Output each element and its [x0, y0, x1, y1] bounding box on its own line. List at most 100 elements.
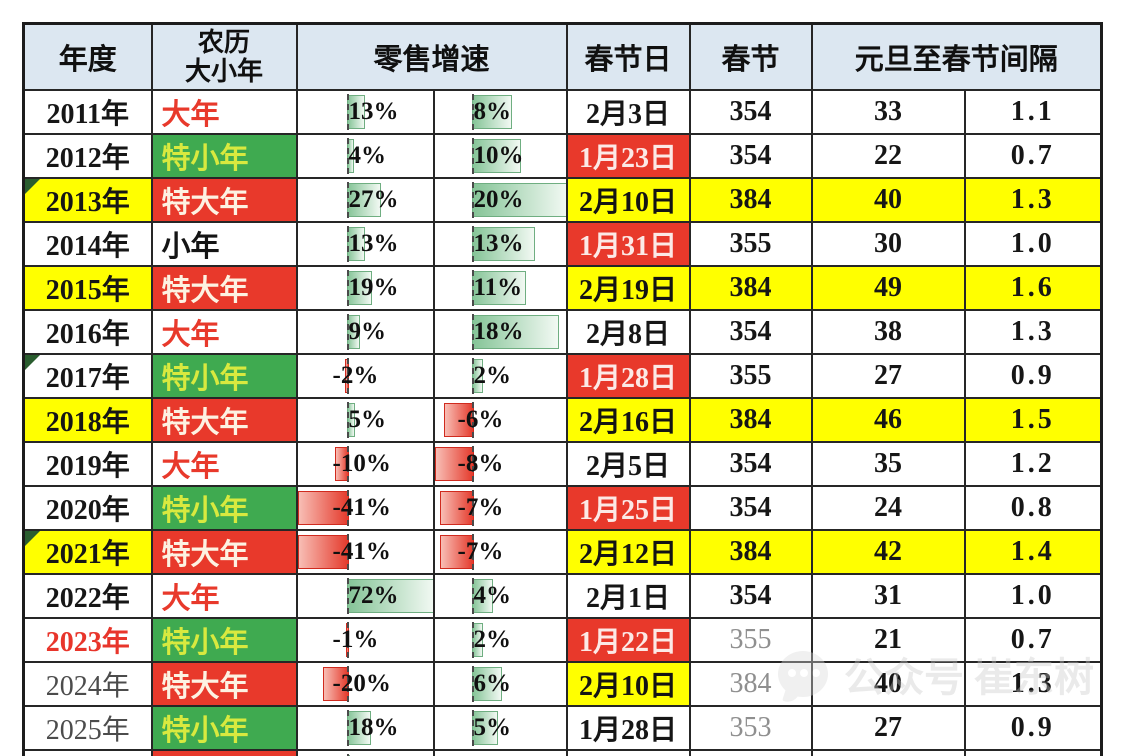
growth1-cell: 5% [295, 397, 435, 443]
interval-days-cell: 31 [810, 573, 966, 619]
cny-date-cell: 1月23日 [565, 133, 691, 179]
growth1-cell: -10% [295, 441, 435, 487]
year-cell: 2013年 [22, 177, 153, 223]
interval-days-cell: 24 [810, 485, 966, 531]
growth-databar-wrap: 5% [299, 402, 432, 438]
header-year: 年度 [22, 22, 153, 91]
growth2-cell [432, 749, 568, 756]
databar-axis [471, 94, 474, 130]
databar-axis [346, 182, 349, 218]
positive-databar [346, 579, 432, 613]
cny-date-cell: 1月28日 [565, 353, 691, 399]
growth-value: 6% [473, 670, 512, 697]
table-row: 2016年 大年 9% 18% 2月8日 354 38 1.3 [22, 309, 1103, 355]
cny-date-cell: 2月16日 [565, 397, 691, 443]
databar-axis [346, 226, 349, 262]
interval-ratio-cell: 0.9 [963, 353, 1103, 399]
growth-value: 11% [473, 274, 523, 301]
negative-databar [298, 491, 349, 525]
year-cell: 2020年 [22, 485, 153, 531]
databar-axis [471, 666, 474, 702]
interval-ratio-cell: 1.5 [963, 749, 1103, 756]
databar-axis [471, 578, 474, 614]
cny-date-cell: 2月17日 [565, 749, 691, 756]
table-row: 2017年 特小年 -2% 2% 1月28日 355 27 0.9 [22, 353, 1103, 399]
cny-date-cell: 2月3日 [565, 89, 691, 135]
growth-value: 19% [348, 274, 399, 301]
growth1-cell: -41% [295, 485, 435, 531]
databar-axis [471, 534, 474, 570]
lunar-cell: 特大年 [150, 529, 298, 575]
growth-value: -41% [332, 494, 391, 521]
positive-databar [346, 711, 371, 745]
table-row: 2023年 特小年 -1% 2% 1月22日 355 21 0.7 [22, 617, 1103, 663]
cny-days-cell: 354 [688, 309, 813, 355]
databar-axis [471, 182, 474, 218]
positive-databar [471, 227, 535, 261]
interval-ratio-cell: 0.8 [963, 485, 1103, 531]
year-cell: 2021年 [22, 529, 153, 575]
interval-ratio-cell: 1.5 [963, 397, 1103, 443]
lunar-cell: 大年 [150, 573, 298, 619]
growth2-cell: -8% [432, 441, 568, 487]
interval-ratio-cell: 1.0 [963, 221, 1103, 267]
growth-value: -41% [332, 538, 391, 565]
year-cell: 2022年 [22, 573, 153, 619]
cny-days-cell: 354 [688, 573, 813, 619]
negative-databar [439, 491, 474, 525]
lunar-cell: 特大年 [150, 749, 298, 756]
growth2-cell: 11% [432, 265, 568, 311]
growth-value: -1% [332, 626, 379, 653]
growth1-cell: -1% [295, 617, 435, 663]
table-header: 年度 农历 大小年 零售增速 春节日 春节 元旦至春节间隔 [22, 22, 1103, 91]
growth-databar-wrap: -20% [299, 666, 432, 702]
interval-ratio-cell: 1.3 [963, 177, 1103, 223]
databar-axis [471, 710, 474, 746]
growth-value: -2% [332, 362, 379, 389]
year-cell: 2012年 [22, 133, 153, 179]
growth1-cell: -20% [295, 661, 435, 707]
growth-value: 18% [348, 714, 399, 741]
growth2-cell: -7% [432, 529, 568, 575]
cny-days-cell: 354 [688, 89, 813, 135]
growth2-cell: 18% [432, 309, 568, 355]
growth2-cell: -6% [432, 397, 568, 443]
table-row: 2013年 特大年 27% 20% 2月10日 384 40 1.3 [22, 177, 1103, 223]
growth-value: 4% [348, 142, 387, 169]
cny-date-cell: 2月10日 [565, 177, 691, 223]
interval-days-cell: 49 [810, 265, 966, 311]
growth-value: 9% [348, 318, 387, 345]
interval-ratio-cell: 0.7 [963, 617, 1103, 663]
cny-days-cell: 384 [688, 177, 813, 223]
databar-axis [471, 138, 474, 174]
cny-date-cell: 1月31日 [565, 221, 691, 267]
interval-ratio-cell: 1.3 [963, 309, 1103, 355]
positive-databar [471, 271, 526, 305]
growth-databar-wrap: -6% [436, 402, 565, 438]
year-cell: 2011年 [22, 89, 153, 135]
growth2-cell: 2% [432, 353, 568, 399]
growth-value: 13% [348, 230, 399, 257]
databar-axis [346, 710, 349, 746]
cny-days-cell: 385 [688, 749, 813, 756]
table-row: 2012年 特小年 4% 10% 1月23日 354 22 0.7 [22, 133, 1103, 179]
cny-date-cell: 2月19日 [565, 265, 691, 311]
year-cell: 2014年 [22, 221, 153, 267]
cny-days-cell: 354 [688, 485, 813, 531]
growth-value: -20% [332, 670, 391, 697]
interval-days-cell: 22 [810, 133, 966, 179]
growth-value: 13% [473, 230, 524, 257]
growth-databar-wrap: 6% [436, 666, 565, 702]
interval-ratio-cell: 0.9 [963, 705, 1103, 751]
growth1-cell: -41% [295, 529, 435, 575]
table-row: 2014年 小年 13% 13% 1月31日 355 30 1.0 [22, 221, 1103, 267]
databar-axis [346, 270, 349, 306]
positive-databar [346, 271, 372, 305]
positive-databar [471, 667, 502, 701]
growth-databar-wrap: -7% [436, 490, 565, 526]
table-row: 2018年 特大年 5% -6% 2月16日 384 46 1.5 [22, 397, 1103, 443]
growth-databar-wrap: 10% [436, 138, 565, 174]
growth-value: 72% [348, 582, 399, 609]
databar-axis [346, 622, 349, 658]
growth-value: 10% [473, 142, 524, 169]
